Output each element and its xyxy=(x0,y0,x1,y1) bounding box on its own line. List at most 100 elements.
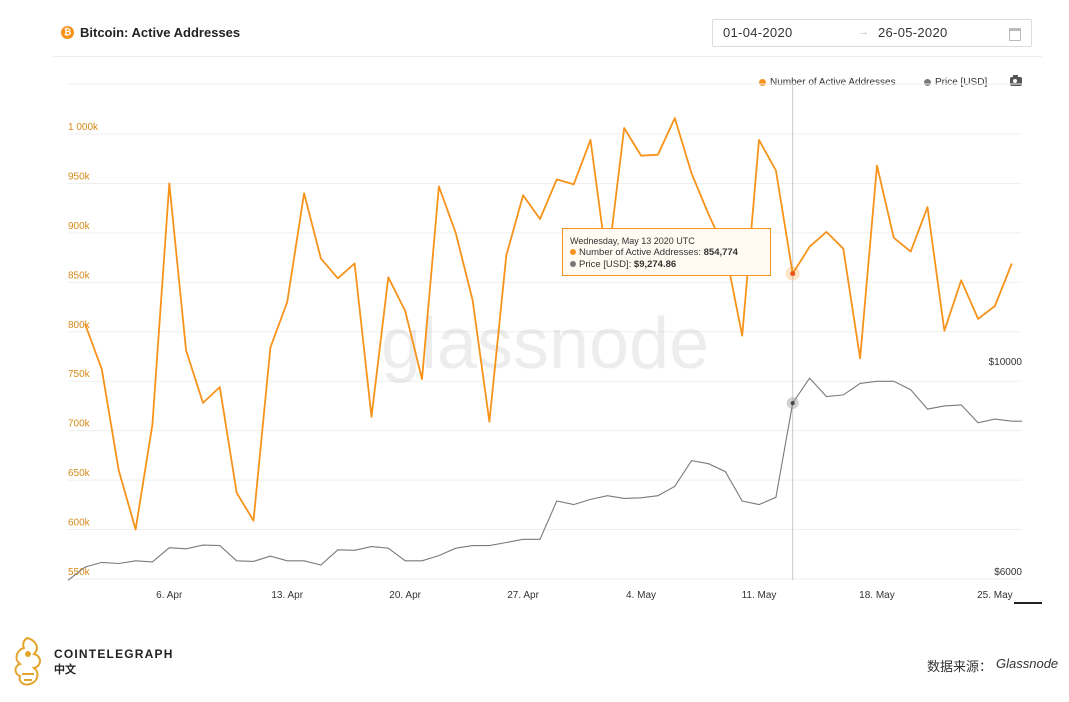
date-to-input[interactable]: 26-05-2020 xyxy=(878,25,948,40)
data-point-active-addresses xyxy=(708,213,710,215)
data-point-price xyxy=(674,485,676,487)
calendar-icon[interactable] xyxy=(1009,28,1021,41)
data-point-price xyxy=(421,560,423,562)
source-value: Glassnode xyxy=(996,656,1059,671)
data-point-price xyxy=(472,545,474,547)
data-point-active-addresses xyxy=(1011,263,1013,265)
data-point-active-addresses xyxy=(320,258,322,260)
legend-dot-active-addresses xyxy=(759,78,766,86)
data-point-price xyxy=(691,460,693,462)
data-point-active-addresses xyxy=(472,299,474,301)
camera-icon[interactable] xyxy=(1010,75,1022,86)
data-point-price xyxy=(539,538,541,540)
data-point-active-addresses xyxy=(118,469,120,471)
data-point-active-addresses xyxy=(590,139,592,141)
data-point-active-addresses xyxy=(826,231,828,233)
data-point-price xyxy=(219,545,221,547)
grid-layer xyxy=(68,83,1022,580)
legend-label-price: Price [USD] xyxy=(935,77,988,88)
series-line-price xyxy=(67,377,1022,581)
data-point-price xyxy=(202,544,204,546)
data-point-price xyxy=(640,497,642,499)
chart-header: ₿ Bitcoin: Active Addresses 01-04-2020 →… xyxy=(0,0,1069,60)
highlight-point-price xyxy=(790,401,795,406)
data-point-active-addresses xyxy=(522,194,524,196)
data-point-price xyxy=(118,563,120,565)
data-point-active-addresses xyxy=(623,127,625,129)
legend-item-price[interactable]: Price [USD] xyxy=(924,77,987,88)
data-point-active-addresses xyxy=(84,323,86,325)
data-point-active-addresses xyxy=(202,402,204,404)
y-tick-label-left: 950k xyxy=(68,171,91,182)
source-label: 数据来源： xyxy=(927,659,993,674)
data-point-active-addresses xyxy=(152,424,154,426)
data-point-price xyxy=(489,545,491,547)
data-point-price xyxy=(455,547,457,549)
data-point-price xyxy=(253,560,255,562)
data-point-active-addresses xyxy=(387,276,389,278)
cointelegraph-dragon-logo xyxy=(14,636,41,686)
data-point-price xyxy=(724,471,726,473)
y-tick-label-left: 800k xyxy=(68,320,91,331)
data-point-active-addresses xyxy=(185,350,187,352)
data-point-active-addresses xyxy=(404,310,406,312)
data-point-active-addresses xyxy=(657,154,659,156)
legend-item-active-addresses[interactable]: Number of Active Addresses xyxy=(759,77,896,88)
x-axis: 6. Apr 13. Apr 20. Apr 27. Apr 4. May 11. May… xyxy=(156,590,1013,601)
data-point-active-addresses xyxy=(994,305,996,307)
data-point-price xyxy=(623,497,625,499)
data-point-price xyxy=(1011,420,1013,422)
highlight-point-active-addresses xyxy=(790,271,796,277)
data-point-active-addresses xyxy=(775,170,777,172)
data-point-active-addresses xyxy=(556,179,558,181)
data-point-price xyxy=(286,560,288,562)
data-point-price xyxy=(387,547,389,549)
data-point-price xyxy=(337,549,339,551)
data-point-active-addresses xyxy=(674,117,676,119)
data-point-price xyxy=(135,560,137,562)
header-divider xyxy=(53,56,1042,57)
chart-scroll-handle[interactable] xyxy=(1014,602,1042,604)
data-point-active-addresses xyxy=(489,421,491,423)
tooltip-value-active-addresses: 854,774 xyxy=(703,247,738,258)
data-point-price xyxy=(320,564,322,566)
legend-label-active-addresses: Number of Active Addresses xyxy=(770,77,896,88)
data-point-active-addresses xyxy=(438,185,440,187)
data-point-active-addresses xyxy=(977,318,979,320)
data-point-price xyxy=(775,496,777,498)
data-point-active-addresses xyxy=(809,246,811,248)
tooltip-dot-active-addresses xyxy=(570,249,576,256)
data-point-price xyxy=(893,380,895,382)
x-tick-label: 13. Apr xyxy=(271,590,303,601)
data-point-price xyxy=(522,538,524,540)
data-point-price xyxy=(590,499,592,501)
tooltip-value-price: $9,274.86 xyxy=(633,259,677,270)
bitcoin-icon: ₿ xyxy=(61,26,74,39)
data-point-price xyxy=(185,548,187,550)
brand-name: COINTELEGRAPH xyxy=(54,647,174,661)
data-point-price xyxy=(606,495,608,497)
tooltip-label-price: Price [USD]: xyxy=(579,259,632,270)
date-range-picker[interactable]: 01-04-2020 → 26-05-2020 xyxy=(712,19,1032,47)
data-point-price xyxy=(556,500,558,502)
data-point-active-addresses xyxy=(421,378,423,380)
y-axis-right: $6000 $10000 xyxy=(989,357,1023,578)
date-from-input[interactable]: 01-04-2020 xyxy=(723,25,793,40)
data-point-price xyxy=(809,377,811,379)
chart-title: Bitcoin: Active Addresses xyxy=(80,25,241,40)
x-tick-label: 4. May xyxy=(626,590,656,601)
data-point-price xyxy=(438,555,440,557)
data-point-price xyxy=(168,547,170,549)
tooltip-label-active-addresses: Number of Active Addresses: xyxy=(579,247,701,258)
tooltip-row-price: Price [USD]: $9,274.86 xyxy=(570,259,763,271)
data-point-active-addresses xyxy=(960,279,962,281)
data-point-price xyxy=(708,463,710,465)
legend-dot-price xyxy=(924,78,931,86)
data-point-price xyxy=(741,500,743,502)
data-point-active-addresses xyxy=(842,248,844,250)
y-tick-label-left: 700k xyxy=(68,419,91,430)
series-line-active-addresses xyxy=(84,117,1013,531)
data-point-price xyxy=(354,549,356,551)
data-point-price xyxy=(859,382,861,384)
